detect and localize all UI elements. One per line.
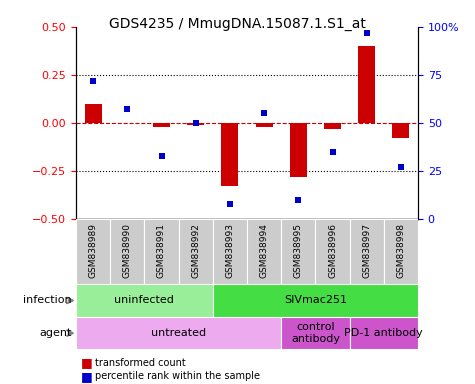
Bar (350, 219, 384, 284)
Bar (256, 123, 273, 127)
Text: PD-1 antibody: PD-1 antibody (344, 328, 423, 338)
Text: GSM838994: GSM838994 (260, 223, 268, 278)
Bar (324, 123, 341, 129)
Point (260, 110, 268, 116)
Bar (247, 219, 281, 284)
Point (363, 30, 371, 36)
Bar (281, 219, 315, 284)
Bar (76, 219, 110, 284)
Point (226, 200, 234, 207)
Point (397, 164, 405, 170)
Bar (315, 219, 350, 284)
Text: percentile rank within the sample: percentile rank within the sample (95, 371, 260, 381)
Point (124, 106, 131, 113)
Text: SIVmac251: SIVmac251 (284, 295, 347, 306)
Text: infection: infection (23, 295, 71, 306)
Bar (290, 123, 307, 177)
Bar (213, 219, 247, 284)
Point (89, 78, 97, 84)
Text: untreated: untreated (151, 328, 206, 338)
Bar (76, 284, 213, 317)
Text: ■: ■ (81, 356, 93, 369)
Text: GSM838996: GSM838996 (328, 223, 337, 278)
Bar (221, 123, 238, 186)
Text: control
antibody: control antibody (291, 322, 340, 344)
Bar (110, 219, 144, 284)
Text: GSM838995: GSM838995 (294, 223, 303, 278)
Text: GSM838991: GSM838991 (157, 223, 166, 278)
Bar (144, 219, 179, 284)
Point (329, 149, 336, 155)
Text: GSM838989: GSM838989 (89, 223, 97, 278)
Bar (76, 317, 281, 349)
Bar (213, 284, 418, 317)
Bar (350, 317, 418, 349)
Bar (85, 104, 102, 123)
Text: GSM838993: GSM838993 (226, 223, 234, 278)
Text: GSM838990: GSM838990 (123, 223, 132, 278)
Bar (281, 317, 350, 349)
Text: GSM838997: GSM838997 (362, 223, 371, 278)
Point (294, 197, 302, 203)
Bar (187, 123, 204, 125)
Bar (153, 123, 170, 127)
Text: agent: agent (39, 328, 71, 338)
Text: GSM838998: GSM838998 (397, 223, 405, 278)
Text: uninfected: uninfected (114, 295, 174, 306)
Point (158, 152, 165, 159)
Text: transformed count: transformed count (95, 358, 186, 368)
Text: GDS4235 / MmugDNA.15087.1.S1_at: GDS4235 / MmugDNA.15087.1.S1_at (109, 17, 366, 31)
Bar (392, 123, 409, 138)
Text: ■: ■ (81, 370, 93, 383)
Bar (358, 46, 375, 123)
Point (192, 120, 200, 126)
Bar (384, 219, 418, 284)
Bar (179, 219, 213, 284)
Text: GSM838992: GSM838992 (191, 223, 200, 278)
